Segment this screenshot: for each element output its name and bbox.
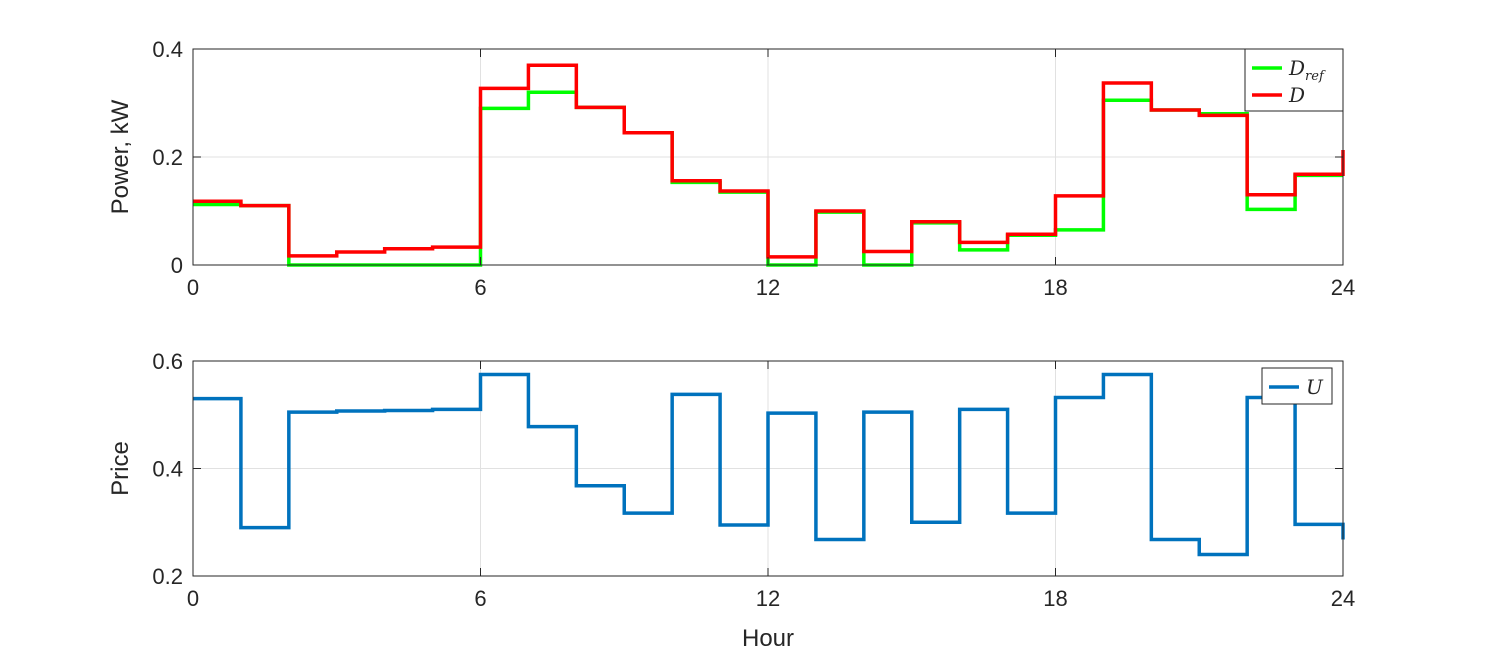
x-tick-label: 18 xyxy=(1043,586,1067,611)
x-tick-label: 6 xyxy=(474,275,486,300)
x-tick-label: 24 xyxy=(1331,275,1355,300)
legend-entry: U xyxy=(1306,375,1324,399)
legend: U xyxy=(1261,367,1333,405)
y-tick-label: 0.4 xyxy=(152,37,183,62)
chart-2: 0 6 12 18 24 0.2 0.4 0.6 Price Hour U xyxy=(107,349,1355,652)
y-tick-label: 0.2 xyxy=(152,145,183,170)
x-tick-label: 12 xyxy=(756,586,780,611)
y-axis-label: Price xyxy=(107,441,134,496)
y-axis-label: Power, kW xyxy=(107,99,134,214)
x-axis-label: Hour xyxy=(742,625,794,652)
x-tick-label: 6 xyxy=(474,586,486,611)
y-tick-label: 0 xyxy=(171,253,183,278)
x-tick-label: 18 xyxy=(1043,275,1067,300)
x-tick-label: 24 xyxy=(1331,586,1355,611)
x-tick-label: 0 xyxy=(187,275,199,300)
series-line-d xyxy=(193,63,1345,259)
legend-box xyxy=(1244,48,1344,112)
x-tick-label: 0 xyxy=(187,586,199,611)
x-tick-label: 12 xyxy=(756,275,780,300)
legend-entry: D xyxy=(1288,83,1305,107)
series-line-u xyxy=(193,372,1345,557)
y-tick-label: 0.4 xyxy=(152,457,183,482)
y-tick-label: 0.2 xyxy=(152,564,183,589)
y-tick-label: 0.6 xyxy=(152,349,183,374)
